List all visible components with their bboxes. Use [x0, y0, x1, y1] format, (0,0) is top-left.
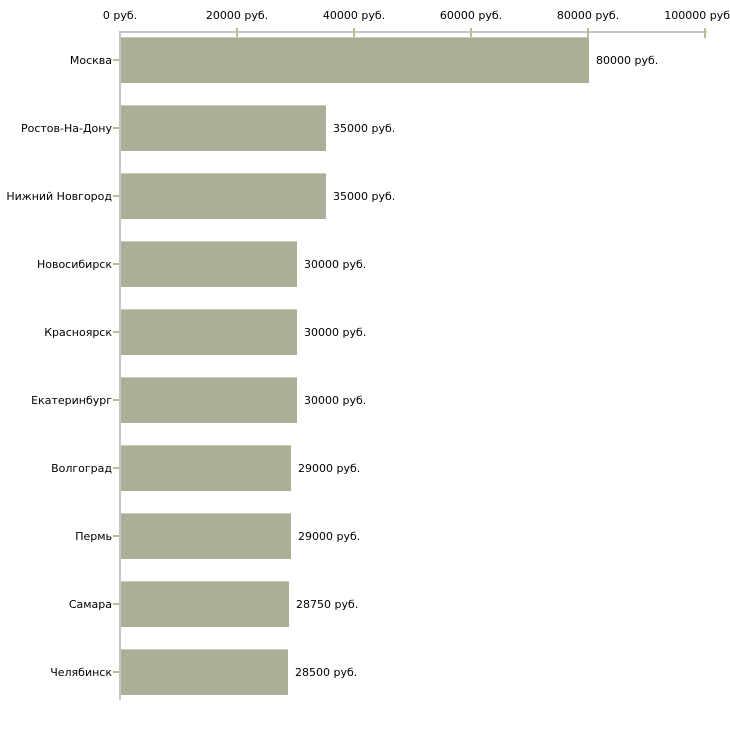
category-tick	[113, 535, 119, 537]
x-axis-tick-label: 100000 руб	[664, 9, 730, 22]
x-axis-tick-label: 40000 руб.	[322, 9, 386, 22]
bar	[121, 241, 297, 287]
category-tick	[113, 399, 119, 401]
category-label: Самара	[68, 597, 112, 611]
value-label: 29000 руб.	[298, 529, 361, 543]
bar	[121, 309, 297, 355]
category-label: Новосибирск	[36, 257, 112, 271]
category-tick	[113, 603, 119, 605]
x-axis-tick	[587, 28, 589, 38]
x-axis-tick	[470, 28, 472, 38]
x-axis-tick	[704, 28, 706, 38]
bar	[121, 377, 297, 423]
bar	[121, 105, 326, 151]
category-label: Ростов-На-Дону	[20, 121, 112, 135]
category-tick	[113, 263, 119, 265]
x-axis-tick-label: 0 руб.	[102, 9, 138, 22]
y-axis-line	[119, 31, 121, 700]
category-tick	[113, 331, 119, 333]
category-tick	[113, 671, 119, 673]
category-label: Нижний Новгород	[6, 189, 112, 203]
value-label: 80000 руб.	[596, 53, 659, 67]
category-label: Москва	[69, 53, 112, 67]
bar	[121, 37, 589, 83]
category-tick	[113, 467, 119, 469]
bar	[121, 513, 291, 559]
category-tick	[113, 195, 119, 197]
bar	[121, 445, 291, 491]
value-label: 35000 руб.	[333, 121, 396, 135]
x-axis-tick-label: 60000 руб.	[439, 9, 503, 22]
x-axis-tick	[236, 28, 238, 38]
category-tick	[113, 127, 119, 129]
category-tick	[113, 59, 119, 61]
category-label: Пермь	[75, 529, 112, 543]
value-label: 28500 руб.	[295, 665, 358, 679]
x-axis-tick	[353, 28, 355, 38]
category-label: Екатеринбург	[31, 393, 112, 407]
bar	[121, 173, 326, 219]
bar	[121, 581, 289, 627]
category-label: Челябинск	[50, 665, 112, 679]
x-axis-line	[120, 31, 707, 33]
x-axis-tick-label: 80000 руб.	[556, 9, 620, 22]
x-axis-tick-label: 20000 руб.	[205, 9, 269, 22]
category-label: Красноярск	[44, 325, 112, 339]
value-label: 35000 руб.	[333, 189, 396, 203]
value-label: 30000 руб.	[304, 393, 367, 407]
value-label: 30000 руб.	[304, 257, 367, 271]
value-label: 28750 руб.	[296, 597, 359, 611]
category-label: Волгоград	[51, 461, 112, 475]
value-label: 30000 руб.	[304, 325, 367, 339]
value-label: 29000 руб.	[298, 461, 361, 475]
bar	[121, 649, 288, 695]
